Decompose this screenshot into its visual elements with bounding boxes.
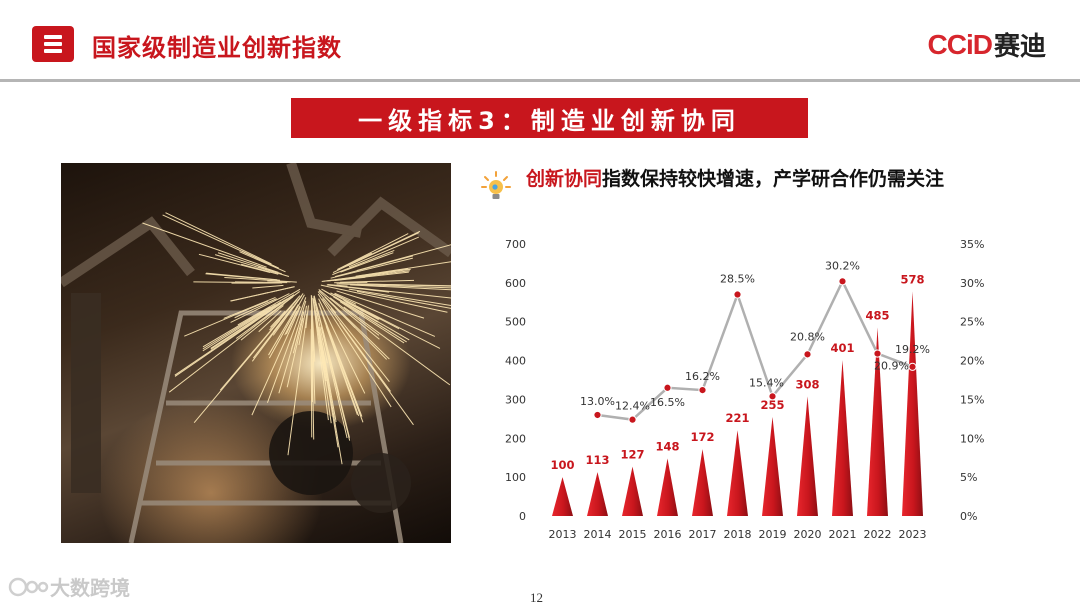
bar-value-label: 578: [900, 272, 924, 286]
bar-value-label: 401: [830, 341, 854, 355]
x-tick-label: 2013: [549, 528, 577, 541]
growth-point: [663, 383, 672, 392]
growth-point: [873, 349, 882, 358]
y-tick-label: 0: [519, 510, 526, 523]
x-tick-label: 2023: [899, 528, 927, 541]
bar-value-label: 308: [795, 377, 819, 391]
y-tick-label: 300: [505, 393, 526, 406]
y2-tick-label: 15%: [960, 393, 984, 406]
watermark: 大数跨境: [8, 572, 130, 601]
watermark-logo-icon: [8, 577, 49, 596]
growth-label: 28.5%: [720, 273, 755, 286]
growth-point: [908, 362, 917, 371]
lightbulb-icon: [481, 171, 511, 199]
y-tick-label: 100: [505, 471, 526, 484]
bar-value-label: 255: [760, 398, 784, 412]
growth-label: 13.0%: [580, 395, 615, 408]
innovation-index-chart: 0 100 200 300 400 500 600 700 0% 5% 10% 15% 20% 25% 30…: [505, 238, 984, 541]
growth-point: [803, 350, 812, 359]
bar: [762, 416, 783, 516]
x-tick-label: 2022: [864, 528, 892, 541]
y2-tick-label: 5%: [960, 471, 977, 484]
bar: [797, 396, 818, 516]
y2-tick-label: 30%: [960, 277, 984, 290]
brand-logo: CCiD 赛迪: [928, 26, 1046, 63]
x-tick-label: 2020: [794, 528, 822, 541]
growth-label: 20.8%: [790, 330, 825, 343]
growth-point: [733, 290, 742, 299]
y-tick-label: 600: [505, 277, 526, 290]
x-tick-label: 2016: [654, 528, 682, 541]
y-tick-label: 500: [505, 316, 526, 329]
y2-tick-label: 20%: [960, 355, 984, 368]
y2-tick-label: 35%: [960, 238, 984, 251]
bar: [622, 466, 643, 516]
growth-point: [698, 386, 707, 395]
growth-label: 16.2%: [685, 370, 720, 383]
bar-value-label: 127: [620, 448, 644, 462]
y2-tick-label: 0%: [960, 510, 977, 523]
growth-label: 19.2%: [895, 343, 930, 356]
growth-label: 30.2%: [825, 259, 860, 272]
growth-point: [768, 392, 777, 401]
growth-label: 15.4%: [749, 376, 784, 389]
bar-value-label: 113: [585, 453, 609, 467]
bar: [832, 360, 853, 516]
brand-cn: 赛迪: [993, 32, 1046, 62]
x-tick-label: 2018: [724, 528, 752, 541]
y2-tick-label: 25%: [960, 316, 984, 329]
header-bar: 国家级制造业创新指数 CCiD 赛迪: [0, 0, 1080, 80]
growth-label: 12.4%: [615, 400, 650, 413]
growth-point: [628, 415, 637, 424]
bar-value-label: 148: [655, 439, 679, 453]
section-banner: 一级指标3：制造业创新协同: [291, 98, 808, 138]
page-number: 12: [530, 590, 543, 605]
bar-value-label: 221: [725, 411, 749, 425]
bar: [902, 291, 923, 516]
headline-accent: 创新协同: [526, 168, 603, 190]
y-tick-label: 700: [505, 238, 526, 251]
bar: [692, 449, 713, 516]
bar: [587, 472, 608, 516]
bar: [657, 458, 678, 516]
x-tick-label: 2014: [584, 528, 612, 541]
growth-label: 16.5%: [650, 396, 685, 409]
y-tick-label: 400: [505, 355, 526, 368]
bar-value-label: 485: [865, 309, 889, 323]
y-tick-label: 200: [505, 432, 526, 445]
bar-value-label: 100: [550, 458, 574, 472]
header-divider: [0, 79, 1080, 82]
page-title: 国家级制造业创新指数: [92, 34, 342, 62]
industrial-welding-photo: [61, 163, 451, 543]
watermark-text: 大数跨境: [50, 576, 130, 600]
growth-point: [838, 277, 847, 286]
growth-line: [597, 278, 913, 421]
x-tick-label: 2015: [619, 528, 647, 541]
x-tick-label: 2021: [829, 528, 857, 541]
menu-logo-icon: [32, 26, 74, 62]
growth-point: [593, 410, 602, 420]
bar: [727, 430, 748, 516]
growth-label: 20.9%: [874, 360, 909, 373]
brand-latin: CCiD: [927, 28, 993, 60]
headline-text: 指数保持较快增速，产学研合作仍需关注: [602, 168, 945, 190]
bar: [867, 327, 888, 516]
bar: [552, 477, 573, 516]
y2-tick-label: 10%: [960, 432, 984, 445]
x-tick-label: 2019: [759, 528, 787, 541]
x-tick-label: 2017: [689, 528, 717, 541]
headline: 创新协同指数保持较快增速，产学研合作仍需关注: [526, 164, 996, 195]
bar-value-label: 172: [690, 430, 714, 444]
